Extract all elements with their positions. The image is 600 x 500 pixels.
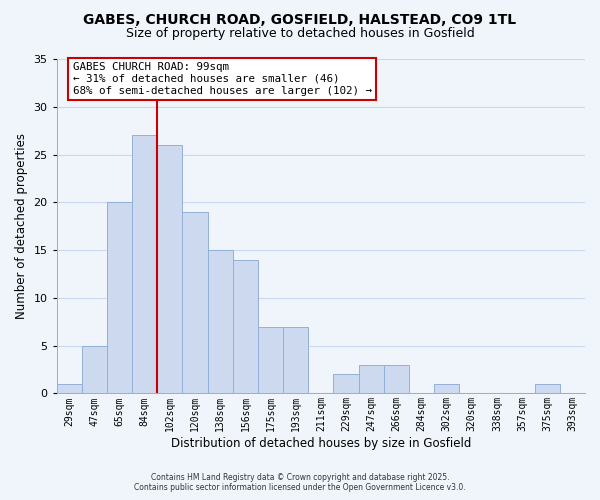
Text: Size of property relative to detached houses in Gosfield: Size of property relative to detached ho… [125,28,475,40]
Bar [233,260,258,394]
Bar [57,384,82,394]
Bar [107,202,132,394]
Bar [182,212,208,394]
Bar [132,136,157,394]
Bar [535,384,560,394]
Bar [334,374,359,394]
Bar [434,384,459,394]
Y-axis label: Number of detached properties: Number of detached properties [15,133,28,319]
Bar [157,145,182,394]
Bar [82,346,107,394]
Text: GABES, CHURCH ROAD, GOSFIELD, HALSTEAD, CO9 1TL: GABES, CHURCH ROAD, GOSFIELD, HALSTEAD, … [83,12,517,26]
Bar [283,326,308,394]
Bar [384,365,409,394]
Bar [208,250,233,394]
Text: GABES CHURCH ROAD: 99sqm
← 31% of detached houses are smaller (46)
68% of semi-d: GABES CHURCH ROAD: 99sqm ← 31% of detach… [73,62,371,96]
X-axis label: Distribution of detached houses by size in Gosfield: Distribution of detached houses by size … [170,437,471,450]
Text: Contains HM Land Registry data © Crown copyright and database right 2025.
Contai: Contains HM Land Registry data © Crown c… [134,473,466,492]
Bar [258,326,283,394]
Bar [359,365,384,394]
